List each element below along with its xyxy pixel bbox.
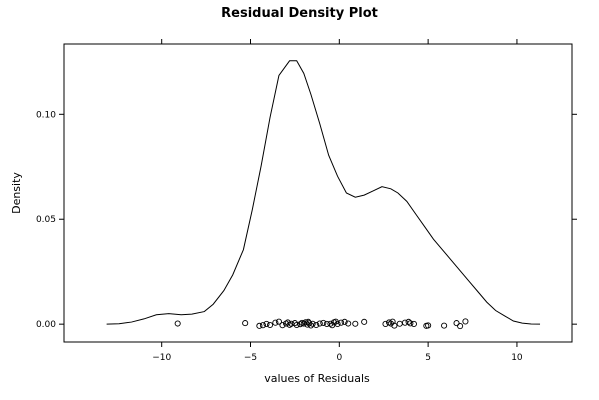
rug-point [352, 320, 359, 327]
x-tick-label: 0 [336, 353, 342, 363]
rug-point [259, 322, 266, 329]
rug-point [293, 321, 300, 329]
rug-point [410, 320, 417, 328]
y-tick-label: 0.10 [36, 110, 56, 120]
rug-point [174, 320, 181, 327]
rug-point [266, 321, 274, 329]
chart-title: Residual Density Plot [221, 6, 378, 21]
rug-point [279, 322, 286, 329]
rug-point [401, 319, 409, 326]
x-tick-label: 10 [511, 353, 523, 363]
rug-point [334, 320, 341, 328]
rug-point [396, 320, 403, 327]
y-tick-label: 0.05 [36, 215, 56, 225]
rug-point [316, 320, 323, 327]
rug-point [256, 322, 263, 329]
rug-point [275, 318, 282, 325]
density-line [106, 60, 541, 325]
rug-points [174, 318, 469, 330]
rug-point [327, 320, 334, 327]
x-tick-label: 5 [425, 353, 431, 363]
x-tick-label: −5 [244, 353, 257, 363]
rug-point [407, 320, 414, 327]
rug-point [389, 318, 396, 325]
rug-point [263, 320, 270, 328]
rug-point [453, 320, 460, 327]
rug-point [462, 318, 469, 325]
rug-point [272, 319, 279, 326]
x-axis-label: values of Residuals [264, 372, 370, 385]
rug-point [405, 318, 412, 325]
rug-point [425, 322, 432, 329]
rug-point [297, 321, 304, 328]
rug-point [341, 318, 348, 325]
rug-point [338, 319, 345, 326]
rug-point [320, 319, 327, 326]
rug-point [309, 320, 316, 327]
plot-frame [63, 43, 573, 343]
rug-point [242, 320, 249, 327]
x-axis-ticks: −10 −5 0 5 10 [152, 39, 523, 363]
rug-point [361, 318, 368, 325]
y-tick-label: 0.00 [36, 320, 56, 330]
rug-point [313, 321, 320, 329]
rug-point [441, 322, 448, 329]
rug-point [345, 320, 352, 327]
rug-point [457, 322, 464, 330]
y-axis-ticks: 0.00 0.05 0.10 [36, 110, 577, 330]
y-axis-label: Density [10, 172, 23, 214]
x-tick-label: −10 [152, 353, 171, 363]
rug-point [391, 322, 398, 329]
